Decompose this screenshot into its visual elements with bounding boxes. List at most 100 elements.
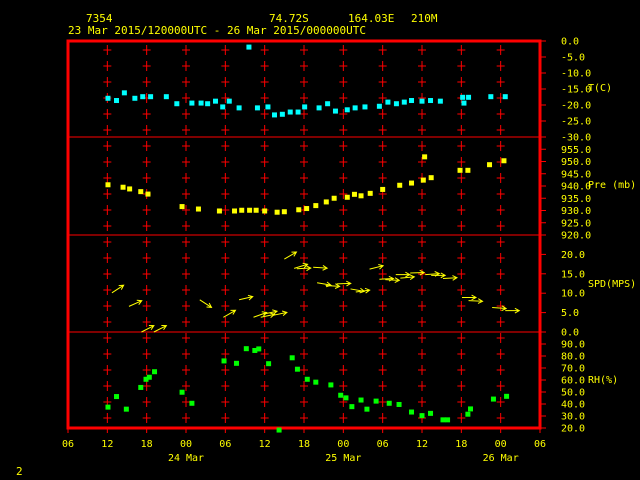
data-point [143, 376, 149, 382]
data-point [123, 406, 129, 412]
wind-arrow [223, 309, 237, 318]
y-tick-label: 70.0 [561, 364, 585, 375]
data-point [338, 392, 344, 398]
data-point [465, 411, 471, 417]
data-point [316, 105, 322, 111]
y-tick-label: -15.0 [561, 85, 591, 96]
data-point [232, 208, 238, 214]
data-point [256, 346, 262, 352]
data-point [138, 189, 144, 195]
x-tick-label: 06 [377, 439, 389, 450]
data-point [239, 207, 245, 213]
y-tick-label: 945.0 [561, 169, 591, 180]
data-point [281, 209, 287, 215]
data-point [428, 98, 434, 104]
y-tick-label: 80.0 [561, 352, 585, 363]
y-tick-label: -25.0 [561, 117, 591, 128]
data-point [120, 184, 126, 190]
y-tick-label: 0.0 [561, 37, 579, 48]
y-tick-label: 935.0 [561, 194, 591, 205]
wind-arrow [317, 281, 332, 288]
y-tick-label: 940.0 [561, 182, 591, 193]
wind-arrow [369, 264, 385, 270]
data-point [364, 406, 370, 412]
data-point [179, 389, 185, 395]
data-point [343, 395, 349, 401]
data-point [114, 394, 120, 400]
data-point [152, 369, 158, 375]
data-point [132, 95, 138, 101]
data-point [386, 400, 392, 406]
y-tick-label: -5.0 [561, 53, 585, 64]
y-tick-label: 10.0 [561, 289, 585, 300]
data-point [233, 360, 239, 366]
data-point [367, 190, 373, 196]
wind-arrow [325, 283, 341, 289]
data-point [437, 98, 443, 104]
data-point [323, 199, 329, 205]
x-tick-label: 06 [219, 439, 231, 450]
data-point [401, 99, 407, 105]
wind-arrow [199, 299, 213, 308]
date-label: 24 Mar [168, 453, 204, 464]
wind-arrow [313, 265, 329, 271]
data-point [195, 206, 201, 212]
x-tick-label: 18 [298, 439, 310, 450]
elevation: 210M [411, 12, 438, 25]
data-point [226, 98, 232, 104]
data-point [380, 186, 386, 192]
data-point [428, 175, 434, 181]
data-point [349, 404, 355, 410]
data-point [254, 105, 260, 111]
y-tick-label: 50.0 [561, 388, 585, 399]
data-point [352, 105, 358, 111]
data-point [205, 101, 211, 107]
wind-arrow [468, 298, 484, 304]
wind-arrow [431, 272, 447, 279]
y-tick-label: 20.0 [561, 424, 585, 435]
y-tick-label: 950.0 [561, 157, 591, 168]
data-point [344, 194, 350, 200]
data-point [236, 105, 242, 111]
wind-arrow [385, 277, 401, 283]
data-point [332, 108, 338, 114]
data-point [466, 94, 472, 100]
plus-grid [103, 45, 505, 423]
wind-arrow [336, 280, 352, 287]
panel-label: Pre (mb) [588, 180, 636, 191]
data-point [313, 203, 319, 209]
data-point [246, 44, 252, 50]
data-point [396, 401, 402, 407]
panel-label: SPD(MPS) [588, 279, 636, 290]
data-point [247, 207, 253, 213]
data-point [265, 104, 271, 110]
panel-label: T(C) [588, 83, 612, 94]
x-tick-label: 18 [455, 439, 467, 450]
data-point [422, 154, 428, 160]
data-point [328, 382, 334, 388]
data-point [138, 384, 144, 390]
wind-arrow [296, 265, 312, 272]
data-point [294, 366, 300, 372]
data-point [213, 98, 218, 104]
data-point [295, 109, 301, 115]
y-tick-label: 930.0 [561, 206, 591, 217]
y-tick-label: 920.0 [561, 231, 591, 242]
y-tick-label: 30.0 [561, 412, 585, 423]
x-tick-label: 12 [101, 439, 113, 450]
x-tick-label: 12 [416, 439, 428, 450]
data-point [148, 94, 154, 100]
wind-arrow [273, 310, 288, 317]
y-tick-label: 40.0 [561, 400, 585, 411]
x-tick-label: 00 [495, 439, 507, 450]
y-tick-label: 925.0 [561, 218, 591, 229]
data-point [385, 99, 391, 105]
wind-arrow [253, 311, 268, 318]
date-label: 26 Mar [483, 453, 519, 464]
data-point [376, 103, 382, 109]
data-point [358, 397, 364, 403]
wind-arrow [263, 309, 279, 315]
data-point [331, 195, 337, 201]
data-point [409, 409, 415, 415]
